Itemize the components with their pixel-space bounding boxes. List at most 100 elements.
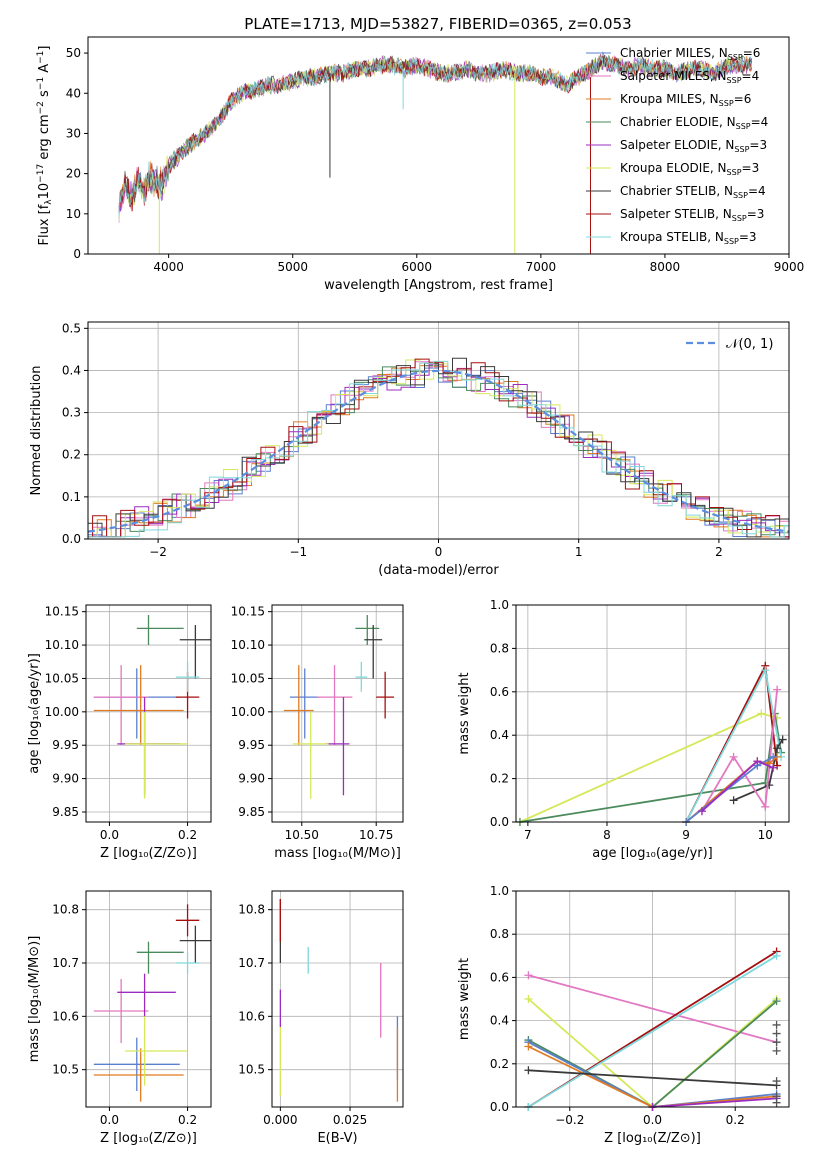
plus-marker bbox=[772, 951, 781, 960]
y-tick-label: 9.90 bbox=[238, 772, 265, 786]
y-tick-label: 40 bbox=[66, 86, 81, 100]
y-tick-label: 0 bbox=[73, 247, 81, 261]
y-tick-label: 10.10 bbox=[231, 638, 265, 652]
legend-label: Chabrier MILES, NSSP=6 bbox=[620, 46, 760, 62]
plus-marker bbox=[772, 1029, 781, 1038]
x-tick-label: 8 bbox=[603, 828, 611, 842]
y-tick-label: 0.2 bbox=[62, 448, 81, 462]
plus-marker bbox=[697, 807, 706, 816]
legend-label: Salpeter STELIB, NSSP=3 bbox=[620, 207, 764, 223]
weight_vs_age-panel: 7 8 9 10 0.0 0.2 0.4 0.6 0.8 1.0 age [log₁₀(age/yr… bbox=[457, 598, 790, 861]
weight-line bbox=[685, 662, 778, 823]
legend-label: 𝒩(0, 1) bbox=[726, 337, 773, 352]
x-axis-label: mass [log₁₀(M/M⊙)] bbox=[274, 846, 401, 861]
x-tick-label: 0.2 bbox=[178, 828, 197, 842]
y-axis-label: mass [log₁₀(M/M⊙)] bbox=[27, 936, 42, 1063]
x-tick-label: 6000 bbox=[402, 260, 433, 274]
y-tick-label: 10.5 bbox=[238, 1063, 265, 1077]
weight-line bbox=[528, 1069, 777, 1087]
y-tick-label: 9.85 bbox=[52, 805, 79, 819]
plus-marker bbox=[772, 1098, 781, 1107]
hist-chabrier-stelib bbox=[88, 357, 789, 538]
plus-marker bbox=[778, 735, 787, 744]
legend-label: Chabrier STELIB, NSSP=4 bbox=[620, 184, 766, 200]
x-tick-label: 7000 bbox=[526, 260, 557, 274]
x-axis-label: Z [log₁₀(Z/Z⊙)] bbox=[100, 1131, 197, 1146]
y-tick-label: 0.8 bbox=[490, 641, 509, 655]
x-axis-label: E(B-V) bbox=[317, 1131, 357, 1146]
normal-curve bbox=[88, 369, 789, 533]
mass_vs_Z-frame bbox=[85, 890, 212, 1108]
mass_vs_Z-panel: 0.0 0.2 10.5 10.6 10.7 10.8 Z [log₁₀(Z/Z⊙)] mas… bbox=[27, 890, 212, 1146]
hist-chabrier-elodie bbox=[88, 365, 789, 538]
histograms bbox=[88, 357, 789, 538]
x-tick-label: 0.2 bbox=[178, 1113, 197, 1127]
y-tick-label: 10.6 bbox=[238, 1009, 265, 1023]
y-tick-label: 10.05 bbox=[45, 671, 79, 685]
x-tick-label: 2 bbox=[715, 545, 723, 559]
y-tick-label: 0.8 bbox=[490, 927, 509, 941]
weight_vs_age-frame bbox=[515, 604, 790, 823]
x-axis-label: Z [log₁₀(Z/Z⊙)] bbox=[100, 846, 197, 861]
plus-marker bbox=[753, 757, 762, 766]
x-tick-label: 4000 bbox=[153, 260, 184, 274]
x-tick-label: 0 bbox=[435, 545, 443, 559]
spectrum-line-kroupa-stelib bbox=[118, 56, 753, 215]
legend-label: Salpeter MILES, NSSP=4 bbox=[620, 69, 759, 85]
x-tick-label: 0.025 bbox=[333, 1113, 367, 1127]
plus-marker bbox=[769, 752, 778, 761]
y-axis-label: mass weight bbox=[457, 672, 472, 754]
y-tick-label: 9.90 bbox=[52, 772, 79, 786]
y-tick-label: 0.4 bbox=[490, 728, 509, 742]
age_vs_Z-panel: 0.0 0.2 9.85 9.90 9.95 10.00 10.05 10.10 10.15 Z … bbox=[27, 604, 212, 861]
spectrum-panel: 4000 5000 6000 7000 8000 9000 0 10 20 30 40 50 wavel… bbox=[36, 36, 804, 293]
plus-marker bbox=[729, 796, 738, 805]
x-axis-label: wavelength [Angstrom, rest frame] bbox=[324, 278, 553, 293]
hist-salpeter-stelib bbox=[88, 358, 789, 538]
y-tick-label: 20 bbox=[66, 167, 81, 181]
x-tick-label: −0.2 bbox=[555, 1113, 584, 1127]
y-tick-label: 10.6 bbox=[52, 1009, 79, 1023]
weight-line bbox=[527, 955, 778, 1108]
x-tick-label: 5000 bbox=[277, 260, 308, 274]
x-tick-label: 8000 bbox=[650, 260, 681, 274]
plus-marker bbox=[772, 1046, 781, 1055]
plus-marker bbox=[772, 1077, 781, 1086]
weight-line bbox=[701, 689, 778, 812]
y-tick-label: 1.0 bbox=[490, 884, 509, 898]
plus-marker bbox=[773, 744, 782, 753]
x-tick-label: 10 bbox=[758, 828, 773, 842]
spectrum-line-salpeter-stelib bbox=[118, 53, 752, 213]
age_vs_mass-panel: 10.50 10.75 9.85 9.90 9.95 10.00 10.05 10.10 10.… bbox=[231, 604, 404, 861]
plus-marker bbox=[772, 1038, 781, 1047]
y-tick-label: 0.3 bbox=[62, 406, 81, 420]
legend-label: Kroupa MILES, NSSP=6 bbox=[620, 92, 751, 108]
weight-line bbox=[528, 974, 777, 1044]
legend-label: Kroupa ELODIE, NSSP=3 bbox=[620, 161, 759, 177]
y-tick-label: 0.6 bbox=[490, 970, 509, 984]
x-tick-label: 0.000 bbox=[263, 1113, 297, 1127]
x-axis-label: (data-model)/error bbox=[378, 563, 499, 578]
legend-label: Chabrier ELODIE, NSSP=4 bbox=[620, 115, 768, 131]
y-tick-label: 0.4 bbox=[62, 363, 81, 377]
y-tick-label: 10.7 bbox=[238, 956, 265, 970]
x-tick-label: 0.2 bbox=[726, 1113, 745, 1127]
y-tick-label: 9.85 bbox=[238, 805, 265, 819]
plus-marker bbox=[757, 709, 766, 718]
y-tick-label: 0.0 bbox=[62, 532, 81, 546]
x-tick-label: −2 bbox=[149, 545, 167, 559]
plus-marker bbox=[761, 666, 770, 675]
x-tick-label: 1 bbox=[575, 545, 583, 559]
plus-marker bbox=[524, 971, 533, 980]
plus-marker bbox=[524, 1042, 533, 1051]
y-tick-label: 9.95 bbox=[52, 738, 79, 752]
weight_vs_Z-frame bbox=[515, 890, 790, 1108]
x-tick-label: 7 bbox=[524, 828, 532, 842]
weight-line bbox=[519, 712, 778, 823]
y-tick-label: 0.0 bbox=[490, 1100, 509, 1114]
y-tick-label: 10.05 bbox=[231, 671, 265, 685]
mass_vs_EBV-frame bbox=[271, 890, 404, 1108]
spectrum-lines bbox=[118, 51, 753, 254]
hist-kroupa-stelib bbox=[88, 360, 789, 538]
age_vs_mass-frame bbox=[271, 604, 404, 823]
